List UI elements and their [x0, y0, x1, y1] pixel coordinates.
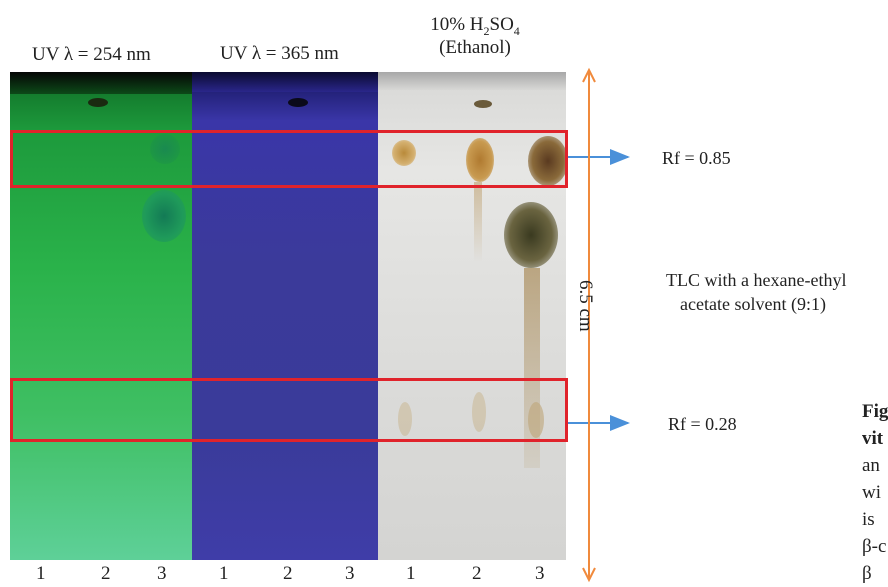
h2so4-so: SO: [489, 14, 514, 35]
spot: [288, 98, 308, 107]
plate-top-edge: [10, 72, 192, 94]
plate-top-edge: [378, 72, 566, 90]
lane-label: 3: [345, 563, 355, 584]
caption-line: is: [862, 509, 875, 530]
header-uv365: UV λ = 365 nm: [220, 43, 339, 64]
rf-box-lower: [10, 378, 568, 442]
spot: [472, 392, 486, 432]
caption-line: an: [862, 455, 880, 476]
header-h2so4: 10% H2SO4: [410, 14, 540, 39]
h2so4-text: 10% H: [430, 14, 484, 35]
scale-label: 6.5 cm: [574, 280, 596, 332]
spot: [528, 402, 544, 438]
scale-label-text: 6.5 cm: [575, 280, 596, 332]
spot: [150, 134, 180, 164]
lane-label: 1: [219, 563, 229, 584]
plate-top-edge: [192, 72, 378, 92]
lane-label: 3: [535, 563, 545, 584]
spot: [474, 100, 492, 108]
caption-line: vit: [862, 428, 884, 449]
header-uv254: UV λ = 254 nm: [32, 44, 151, 65]
tlc-note-line2: acetate solvent (9:1): [680, 294, 826, 314]
lane-label: 3: [157, 563, 167, 584]
rf-box-upper: [10, 130, 568, 188]
figure-caption: Fig vit an wi is β-c β: [862, 398, 888, 587]
spot: [88, 98, 108, 107]
caption-line: β: [862, 563, 872, 584]
spot: [528, 136, 568, 186]
streak: [474, 182, 482, 262]
caption-line: wi: [862, 482, 881, 503]
spot: [142, 190, 186, 242]
scale-bar-top-arrow: [582, 67, 596, 83]
plate-h2so4: [378, 72, 568, 560]
spot: [398, 402, 412, 436]
lane-label: 2: [283, 563, 293, 584]
lane-label: 1: [36, 563, 46, 584]
lane-label: 2: [101, 563, 111, 584]
header-ethanol: (Ethanol): [439, 37, 511, 58]
lane-label: 2: [472, 563, 482, 584]
spot: [504, 202, 558, 268]
caption-line: β-c: [862, 536, 887, 557]
spot: [392, 140, 416, 166]
h2so4-sub-4: 4: [513, 23, 520, 38]
lane-label: 1: [406, 563, 416, 584]
rf-lower-label: Rf = 0.28: [668, 414, 737, 434]
tlc-note-line1: TLC with a hexane-ethyl: [666, 270, 847, 290]
scale-bar-bottom-arrow: [582, 567, 596, 583]
rf-upper-label: Rf = 0.85: [662, 148, 731, 168]
plate-uv254: [10, 72, 192, 560]
h2so4-sub-2: 2: [483, 23, 490, 38]
spot: [466, 138, 494, 182]
caption-line: Fig: [862, 401, 888, 422]
plate-uv365: [192, 72, 378, 560]
